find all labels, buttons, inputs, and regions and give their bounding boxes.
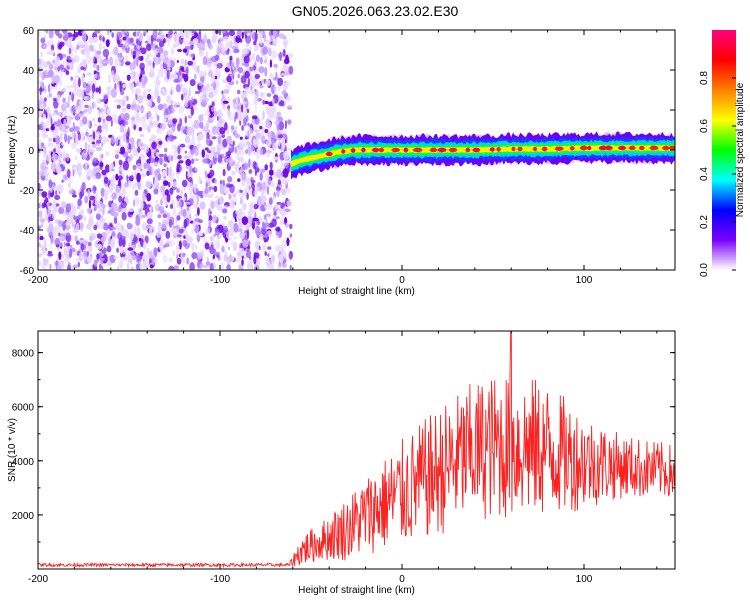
track-peak <box>662 145 670 151</box>
x-tick-label: -100 <box>210 574 230 585</box>
colorbar-tick-label: 0.6 <box>699 119 710 133</box>
spectrogram-area <box>38 30 675 270</box>
y-tick-label: 20 <box>23 106 35 117</box>
track-peak <box>628 145 636 151</box>
track-peak <box>639 145 645 151</box>
snr-plot-area <box>38 331 675 569</box>
x-tick-label: -100 <box>210 275 230 286</box>
y-tick-label: 4000 <box>12 457 35 468</box>
track-peak <box>465 147 471 153</box>
track-peak <box>489 147 495 152</box>
track-peak <box>325 151 333 157</box>
track-peak <box>371 147 380 153</box>
track-band-4 <box>291 144 675 167</box>
track-peak <box>437 147 447 153</box>
x-tick-label: 0 <box>399 275 405 286</box>
track-peak <box>350 148 356 153</box>
spectrogram-y-label: Frequency (Hz) <box>7 116 18 185</box>
signal-track <box>289 131 675 180</box>
y-tick-label: 40 <box>23 66 35 77</box>
y-tick-label: -40 <box>20 226 35 237</box>
x-tick-label: 0 <box>399 574 405 585</box>
track-peak <box>569 146 575 151</box>
colorbar-gradient <box>712 30 736 270</box>
track-peak <box>472 147 481 153</box>
track-peak <box>403 147 409 153</box>
colorbar-tick-label: 0.4 <box>699 167 710 181</box>
colorbar: 0.0 0.2 0.4 0.6 0.8 Normalized spectral ampli… <box>699 30 746 277</box>
track-peak <box>412 147 423 153</box>
spectrogram-x-label: Height of straight line (km) <box>298 286 415 297</box>
track-peak <box>378 147 385 153</box>
x-tick-label: 100 <box>576 574 593 585</box>
track-peak <box>448 147 458 153</box>
x-tick-label: -200 <box>28 574 48 585</box>
track-peak <box>618 145 627 151</box>
track-peak <box>541 146 548 152</box>
y-tick-label: 0 <box>28 146 34 157</box>
snr-frame <box>37 330 676 570</box>
track-peak <box>429 147 438 153</box>
snr-y-label: SNR (10 * v/v) <box>7 418 18 482</box>
y-tick-label: 60 <box>23 26 35 37</box>
track-peak <box>341 149 346 154</box>
track-peak <box>668 145 675 151</box>
track-peak <box>587 145 592 151</box>
x-tick-label: 100 <box>576 275 593 286</box>
x-tick-label: -200 <box>28 275 48 286</box>
track-peak <box>532 146 538 152</box>
track-peak <box>391 147 401 153</box>
y-tick-label: 8000 <box>12 349 35 360</box>
colorbar-label: Normalized spectral amplitude <box>735 82 746 217</box>
track-peak <box>579 145 588 151</box>
y-tick-label: 6000 <box>12 403 35 414</box>
snr-series-line <box>38 331 675 569</box>
y-tick-label: 2000 <box>12 511 35 522</box>
track-peak <box>517 146 523 152</box>
track-peak <box>649 145 659 151</box>
colorbar-tick-label: 0.8 <box>699 71 710 85</box>
track-peak <box>496 147 501 152</box>
noise-region <box>38 30 294 270</box>
track-peak <box>554 146 564 151</box>
y-tick-label: -20 <box>20 186 35 197</box>
track-peak <box>604 145 613 151</box>
snr-x-label: Height of straight line (km) <box>298 585 415 596</box>
figure-title: GN05.2026.063.23.02.E30 <box>291 3 459 19</box>
y-tick-label: -60 <box>20 266 35 277</box>
track-peak <box>361 147 366 153</box>
colorbar-tick-label: 0.2 <box>699 215 710 229</box>
colorbar-tick-label: 0.0 <box>699 263 710 277</box>
track-peak <box>511 146 516 152</box>
snr-panel: -200 -100 0 100 2000 4000 6000 8000 Height of st… <box>7 330 676 596</box>
